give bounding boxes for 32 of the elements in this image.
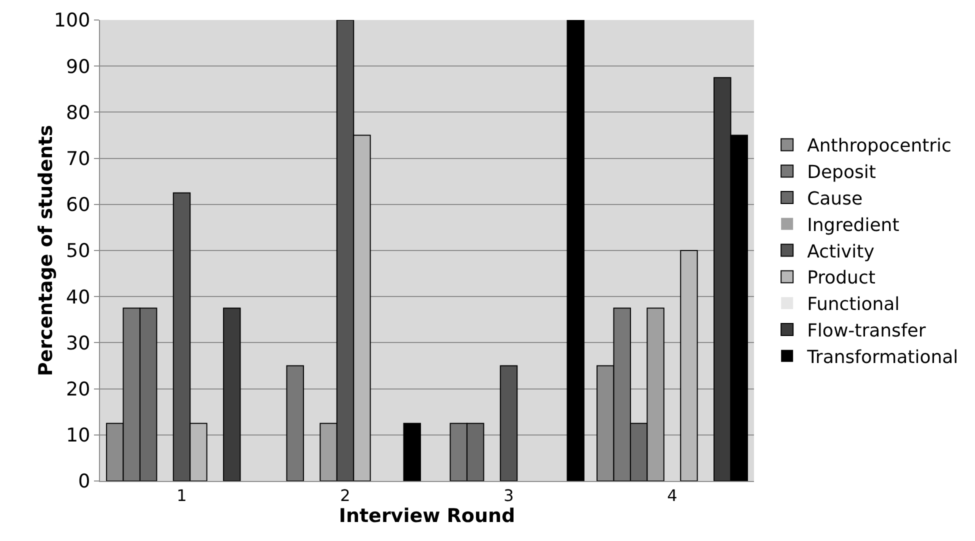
y-tick-label: 90 [66,56,90,78]
bar [286,365,304,481]
y-tick-label: 50 [66,240,90,262]
y-tick-label: 60 [66,194,90,216]
bar [566,20,584,481]
x-tick-label: 4 [667,486,678,506]
y-tick-label: 70 [66,148,90,170]
y-tick-label: 80 [66,102,90,124]
legend-label: Ingredient [807,214,900,236]
legend-label: Deposit [807,162,876,184]
y-tick-label: 0 [78,470,90,493]
legend-label: Cause [807,188,863,210]
x-tick-label: 3 [504,486,514,506]
bar [403,422,421,481]
x-axis-title: Interview Round [338,505,516,528]
y-tick-label: 30 [66,332,90,354]
y-axis-title: Percentage of students [35,124,57,376]
legend-label: Flow-transfer [807,320,926,342]
x-tick-label: 2 [340,486,350,506]
legend-label: Functional [807,294,900,316]
y-tick-label: 20 [66,378,90,400]
legend-label: Transformational [806,346,958,368]
bar [680,250,698,481]
y-tick-label: 40 [66,286,90,308]
x-tick-label: 1 [176,486,187,506]
bar [223,308,241,481]
y-tick-label: 100 [54,10,90,32]
y-tick-label: 10 [66,424,90,447]
bar [500,365,518,481]
legend-label: Activity [807,241,875,262]
legend-label: Product [807,268,876,289]
legend-label: Anthropocentric [807,136,952,157]
